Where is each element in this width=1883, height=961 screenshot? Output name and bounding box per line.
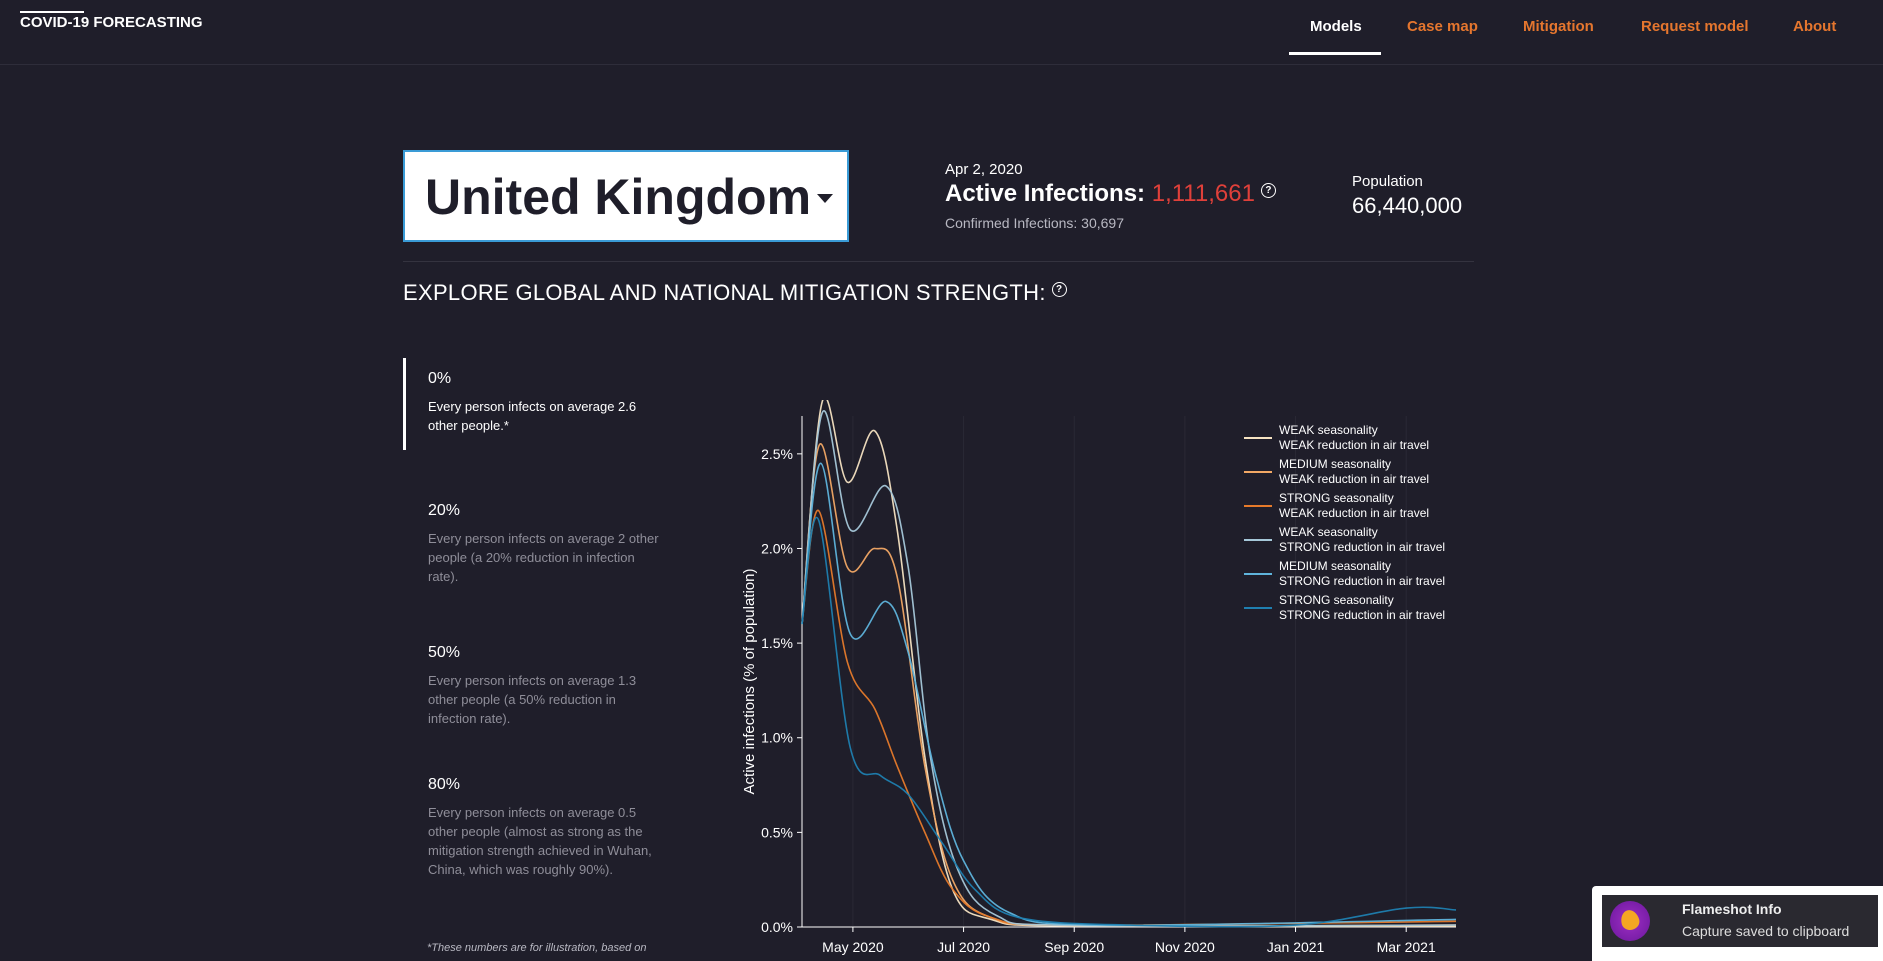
nav-mitigation[interactable]: Mitigation (1523, 18, 1594, 35)
population-value: 66,440,000 (1352, 193, 1463, 218)
infections-chart: 0.0% 0.5% 1.0% 1.5% 2.0% 2.5% May 2020 Jul 2020… (741, 400, 1457, 955)
y-tick-label: 2.5% (761, 446, 793, 462)
active-infections: Active Infections: 1,111,661? (945, 180, 1276, 208)
flameshot-icon (1610, 901, 1650, 941)
mitigation-option-50[interactable]: 50% Every person infects on average 1.3 … (403, 644, 693, 728)
mitigation-option-80[interactable]: 80% Every person infects on average 0.5 … (403, 776, 693, 879)
x-tick-label: Sep 2020 (1044, 939, 1104, 955)
stats-date: Apr 2, 2020 (945, 161, 1023, 178)
help-icon[interactable]: ? (1051, 282, 1067, 297)
y-axis-label: Active infections (% of population) (741, 569, 758, 795)
nav-active-underline (1289, 52, 1381, 55)
country-select-value: United Kingdom (425, 169, 812, 225)
legend-label-5: STRONG seasonality STRONG reduction in ai… (1279, 593, 1445, 622)
x-tick-label: May 2020 (822, 939, 884, 955)
legend-label-0: WEAK seasonality WEAK reduction in air tr… (1279, 423, 1429, 452)
y-tick-label: 0.0% (761, 919, 793, 935)
x-tick-label: Jan 2021 (1267, 939, 1325, 955)
x-tick-label: Nov 2020 (1155, 939, 1215, 955)
population-label: Population (1352, 173, 1423, 190)
mitigation-desc: Every person infects on average 2.6 othe… (428, 399, 637, 433)
nav-request-model[interactable]: Request model (1641, 18, 1749, 35)
mitigation-desc: Every person infects on average 2 other … (428, 531, 659, 584)
toast-message: Capture saved to clipboard (1682, 923, 1850, 939)
series-line-5 (801, 516, 1457, 928)
nav-case-map[interactable]: Case map (1407, 18, 1478, 35)
legend-label-4: MEDIUM seasonality STRONG reduction in ai… (1279, 559, 1445, 588)
notification-toast[interactable]: Flameshot Info Capture saved to clipboar… (1592, 886, 1883, 961)
footnote: *These numbers are for illustration, bas… (427, 942, 647, 954)
y-tick-label: 1.5% (761, 635, 793, 651)
mitigation-pct: 0% (428, 370, 452, 387)
y-tick-label: 0.5% (761, 824, 793, 840)
active-infections-value: 1,111,661 (1151, 180, 1255, 207)
chevron-down-icon (817, 194, 833, 203)
x-tick-label: Mar 2021 (1377, 939, 1436, 955)
toast-title: Flameshot Info (1682, 901, 1782, 917)
mitigation-pct: 80% (428, 776, 461, 793)
mitigation-option-0[interactable]: 0% Every person infects on average 2.6 o… (403, 358, 696, 450)
nav-about[interactable]: About (1793, 18, 1837, 35)
mitigation-pct: 50% (428, 644, 461, 661)
confirmed-infections: Confirmed Infections: 30,697 (945, 215, 1124, 231)
brand-logo[interactable]: COVID-19 FORECASTING (20, 11, 203, 31)
divider (403, 261, 1474, 262)
country-select[interactable]: United Kingdom (403, 150, 849, 242)
mitigation-desc: Every person infects on average 0.5 othe… (428, 805, 652, 877)
legend-label-3: WEAK seasonality STRONG reduction in air … (1279, 525, 1445, 554)
y-tick-label: 1.0% (761, 730, 793, 746)
series-line-3 (801, 410, 1457, 927)
x-tick-label: Jul 2020 (937, 939, 990, 955)
nav-models[interactable]: Models (1310, 18, 1362, 35)
mitigation-desc: Every person infects on average 1.3 othe… (428, 673, 637, 726)
top-navbar: COVID-19 FORECASTING Models Case map Mit… (0, 0, 1883, 65)
toast-body: Flameshot Info Capture saved to clipboar… (1602, 895, 1878, 947)
help-icon[interactable]: ? (1260, 183, 1276, 198)
mitigation-option-20[interactable]: 20% Every person infects on average 2 ot… (403, 502, 693, 586)
mitigation-pct: 20% (428, 502, 461, 519)
section-title: EXPLORE GLOBAL AND NATIONAL MITIGATION S… (403, 280, 1067, 306)
y-tick-label: 2.0% (761, 540, 793, 556)
legend-label-2: STRONG seasonality WEAK reduction in air … (1279, 491, 1429, 520)
active-infections-label: Active Infections: (945, 180, 1146, 207)
legend-label-1: MEDIUM seasonality WEAK reduction in air … (1279, 457, 1429, 486)
section-title-text: EXPLORE GLOBAL AND NATIONAL MITIGATION S… (403, 280, 1046, 305)
